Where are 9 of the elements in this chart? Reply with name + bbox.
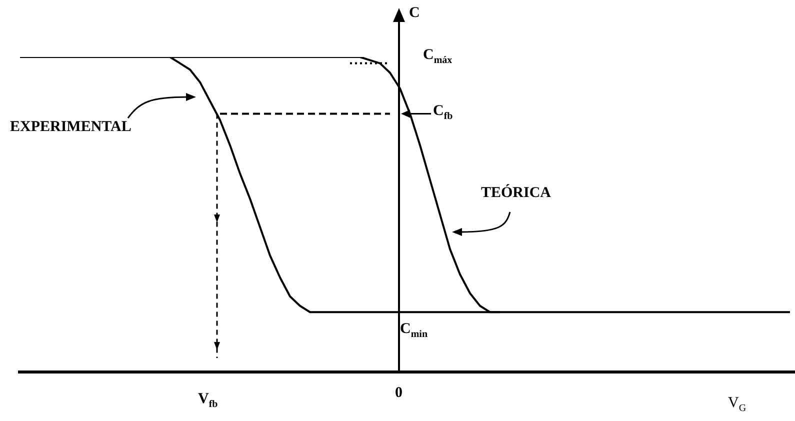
text: C <box>409 5 420 21</box>
annotation: EXPERIMENTAL <box>10 118 132 135</box>
text: V$_{G}$ <box>728 395 746 414</box>
text: 0 <box>395 385 402 401</box>
annotation: C$_{máx}$ <box>423 47 452 66</box>
annotation: TEÓRICA <box>481 185 552 201</box>
annotation: C$_{min}$ <box>400 321 428 340</box>
text: V$_{fb}$ <box>198 391 218 410</box>
annotation: C$_{fb}$ <box>433 102 453 122</box>
